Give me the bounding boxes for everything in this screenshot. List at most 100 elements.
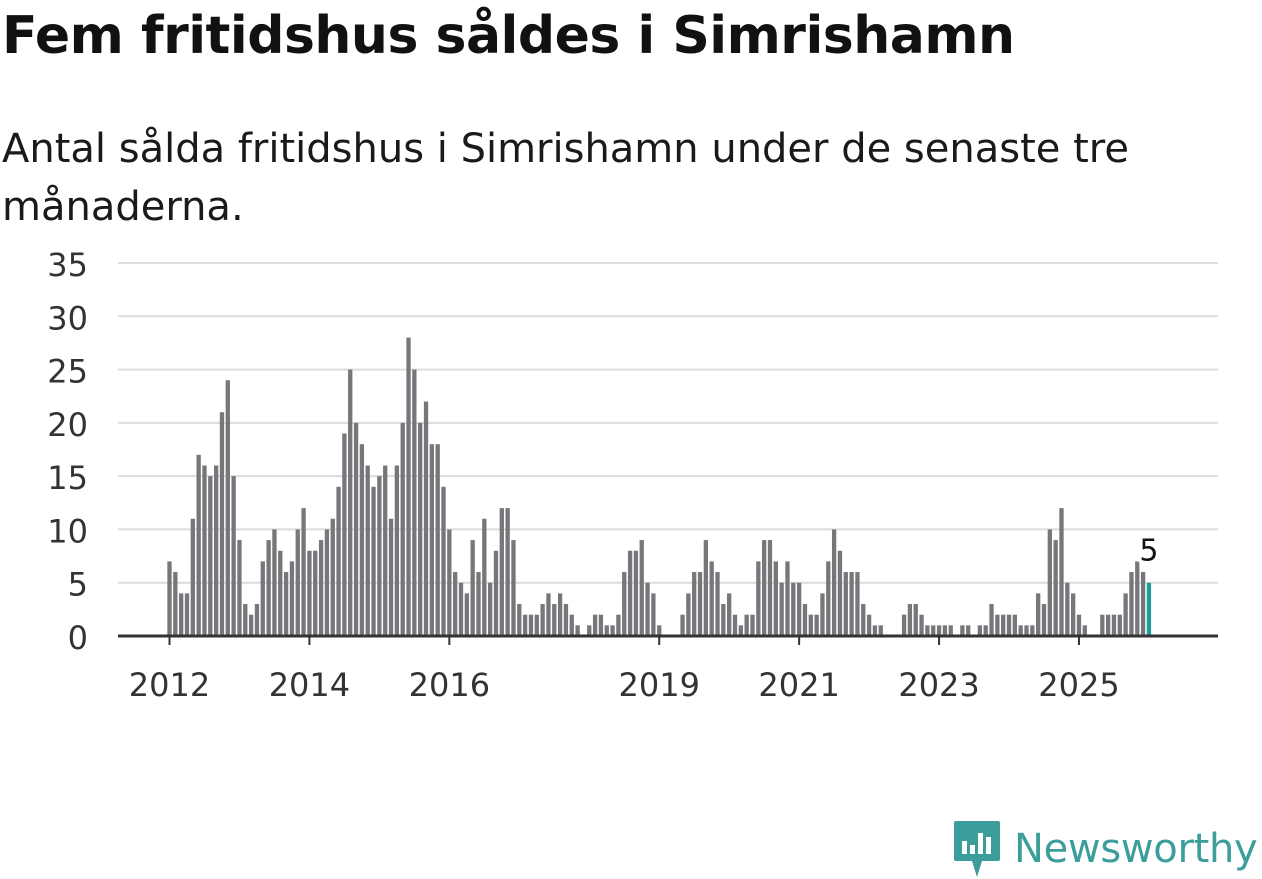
bar <box>336 486 341 636</box>
bar <box>528 614 534 636</box>
bar <box>686 593 691 636</box>
bar <box>925 625 930 636</box>
bar <box>272 529 277 636</box>
y-tick-label: 35 <box>47 246 88 284</box>
bar <box>779 582 784 636</box>
y-tick-label: 5 <box>68 566 88 604</box>
bar <box>622 572 627 636</box>
bar <box>989 604 994 636</box>
bar <box>697 572 703 636</box>
bar <box>633 550 639 636</box>
bar <box>837 550 843 636</box>
bar <box>266 540 271 636</box>
bar <box>563 604 569 636</box>
bar <box>505 508 510 636</box>
bar <box>546 593 551 636</box>
bar <box>493 550 499 636</box>
bar <box>831 529 837 636</box>
bar <box>289 561 295 636</box>
bar <box>919 614 924 636</box>
y-axis-ticks: 0 5 10 15 20 25 30 35 <box>47 246 88 657</box>
bar <box>878 625 883 636</box>
bar <box>301 508 306 636</box>
bar <box>808 614 813 636</box>
bar <box>977 625 983 636</box>
x-tick-label: 2019 <box>619 666 700 704</box>
bar <box>592 614 598 636</box>
bar <box>219 412 225 636</box>
bar <box>435 444 440 636</box>
bar <box>756 561 761 636</box>
bar <box>1024 625 1029 636</box>
y-tick-label: 10 <box>47 512 88 550</box>
bar <box>365 465 370 636</box>
bar <box>826 561 831 636</box>
bar <box>522 614 528 636</box>
bar <box>1123 593 1128 636</box>
bar <box>482 518 487 636</box>
bar <box>318 540 324 636</box>
bar <box>639 540 644 636</box>
bar <box>936 625 942 636</box>
bar <box>715 572 720 636</box>
bar <box>1076 614 1082 636</box>
bar <box>1059 508 1064 636</box>
bar <box>184 593 190 636</box>
bar <box>225 380 230 636</box>
bar <box>738 625 743 636</box>
bar <box>709 561 714 636</box>
bar <box>1053 540 1058 636</box>
bar <box>744 614 749 636</box>
y-tick-label: 15 <box>47 459 88 497</box>
bar <box>476 572 481 636</box>
bar <box>1111 614 1117 636</box>
newsworthy-logo[interactable]: Newsworthy <box>952 819 1258 879</box>
bar <box>627 550 633 636</box>
bar <box>1117 614 1122 636</box>
chart-subtitle: Antal sålda fritidshus i Simrishamn unde… <box>2 126 1129 230</box>
brand-name: Newsworthy <box>1014 826 1258 872</box>
bar <box>441 486 446 636</box>
y-tick-label: 20 <box>47 406 88 444</box>
bar <box>313 550 318 636</box>
bar <box>861 604 866 636</box>
data-label: 5 <box>1139 534 1158 569</box>
chart-title: Fem fritidshus såldes i Simrishamn <box>2 6 1015 66</box>
bar <box>866 614 872 636</box>
x-tick-label: 2014 <box>269 666 350 704</box>
bar <box>762 540 767 636</box>
bar <box>348 369 353 636</box>
x-tick-label: 2012 <box>129 666 210 704</box>
bar <box>767 540 773 636</box>
y-tick-label: 30 <box>47 299 88 337</box>
bar <box>324 529 330 636</box>
bar <box>540 604 545 636</box>
bar <box>394 465 400 636</box>
bar <box>785 561 790 636</box>
bar <box>190 518 195 636</box>
bar <box>488 582 493 636</box>
bar <box>1071 593 1076 636</box>
bar <box>517 604 522 636</box>
bar-highlight <box>1146 582 1152 636</box>
x-tick-label: 2016 <box>409 666 490 704</box>
bar <box>820 593 825 636</box>
bar <box>727 593 732 636</box>
bar <box>1001 614 1006 636</box>
bar <box>732 614 738 636</box>
bar <box>773 561 778 636</box>
bar <box>1047 529 1052 636</box>
bar <box>966 625 971 636</box>
bar <box>843 572 848 636</box>
bar <box>1065 582 1070 636</box>
bar <box>791 582 796 636</box>
bar <box>598 614 604 636</box>
bar <box>295 529 300 636</box>
annotations: 5 <box>1136 531 1161 572</box>
bar <box>721 604 726 636</box>
x-tick-label: 2023 <box>898 666 979 704</box>
bar <box>587 625 592 636</box>
bar <box>173 572 178 636</box>
y-tick-label: 25 <box>47 353 88 391</box>
